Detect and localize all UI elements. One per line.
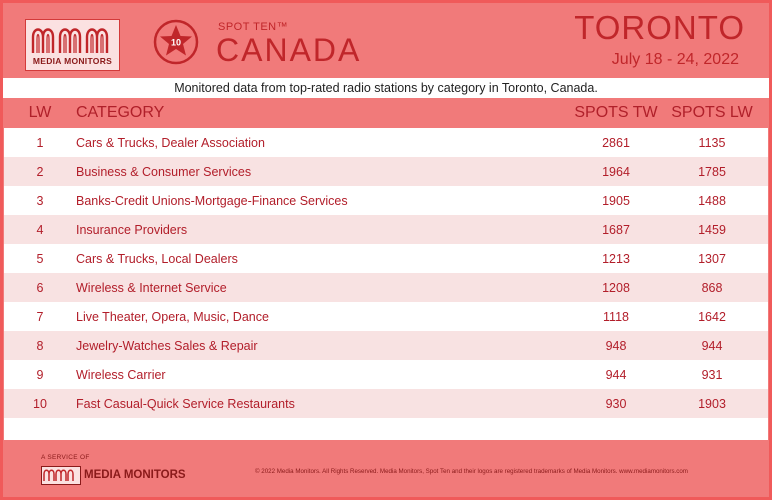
row-rank: 6 [36,280,44,295]
row-category: Business & Consumer Services [76,164,252,179]
logo-text: MEDIA MONITORS [32,56,113,66]
row-spots-tw: 944 [605,367,627,382]
subtitle: Monitored data from top-rated radio stat… [3,78,769,98]
row-spots-tw: 1208 [602,280,630,295]
spot-ten-badge-icon: 10 [153,19,199,65]
row-category: Wireless & Internet Service [76,280,227,295]
table-row: 10 Fast Casual-Quick Service Restaurants… [4,389,768,418]
badge-number: 10 [171,38,181,48]
row-rank: 7 [36,309,44,324]
row-spots-tw: 1905 [602,193,630,208]
spot-ten-label: SPOT TEN™ [218,21,289,33]
copyright-text: © 2022 Media Monitors. All Rights Reserv… [255,468,688,475]
table-row: 9 Wireless Carrier 944 931 [4,360,768,389]
row-spots-tw: 1213 [602,251,630,266]
row-rank: 8 [36,338,44,353]
footer-waveform-icon [43,469,74,481]
row-category: Insurance Providers [76,222,188,237]
media-monitors-logo: MEDIA MONITORS [25,19,120,71]
row-spots-lw: 931 [701,367,723,382]
row-category: Live Theater, Opera, Music, Dance [76,309,269,324]
row-category: Jewelry-Watches Sales & Repair [76,338,258,353]
country-title: CANADA [216,32,362,68]
table-row: 2 Business & Consumer Services 1964 1785 [4,157,768,186]
service-of-label: A SERVICE OF [41,454,90,461]
col-header-spots-tw: SPOTS TW [574,104,658,121]
table-row: 1 Cars & Trucks, Dealer Association 2861… [4,128,768,157]
row-rank: 1 [36,135,44,150]
footer-logo [41,466,81,485]
waveform-icon [31,28,109,53]
rankings-table: LW CATEGORY SPOTS TW SPOTS LW 1 Cars & T… [4,98,768,418]
row-spots-tw: 1687 [602,222,630,237]
row-category: Cars & Trucks, Dealer Association [76,135,265,150]
row-spots-lw: 1488 [698,193,726,208]
row-rank: 9 [36,367,44,382]
table-header: LW CATEGORY SPOTS TW SPOTS LW [4,98,768,128]
city-title: TORONTO [574,9,745,46]
col-header-lw: LW [28,104,52,121]
row-spots-lw: 1642 [698,309,726,324]
row-category: Fast Casual-Quick Service Restaurants [76,396,295,411]
row-spots-tw: 930 [605,396,627,411]
footer-brand: MEDIA MONITORS [84,469,186,481]
row-spots-lw: 1785 [698,164,726,179]
table-row: 5 Cars & Trucks, Local Dealers 1213 1307 [4,244,768,273]
row-spots-lw: 1135 [698,135,726,150]
table-row: 7 Live Theater, Opera, Music, Dance 1118… [4,302,768,331]
date-range: July 18 - 24, 2022 [611,51,739,68]
row-rank: 3 [36,193,44,208]
row-spots-lw: 944 [701,338,723,353]
row-rank: 10 [33,396,47,411]
table-spacer [4,418,768,440]
row-rank: 2 [36,164,44,179]
row-rank: 4 [36,222,44,237]
table-row: 8 Jewelry-Watches Sales & Repair 948 944 [4,331,768,360]
row-spots-tw: 1118 [603,309,629,324]
row-spots-tw: 948 [605,338,627,353]
col-header-category: CATEGORY [76,104,165,121]
table-row: 6 Wireless & Internet Service 1208 868 [4,273,768,302]
row-category: Wireless Carrier [76,367,166,382]
col-header-spots-lw: SPOTS LW [671,104,753,121]
table-row: 3 Banks-Credit Unions-Mortgage-Finance S… [4,186,768,215]
row-rank: 5 [36,251,44,266]
row-spots-lw: 1307 [698,251,726,266]
row-spots-lw: 868 [701,280,723,295]
row-spots-tw: 2861 [602,135,630,150]
row-category: Cars & Trucks, Local Dealers [76,251,238,266]
row-category: Banks-Credit Unions-Mortgage-Finance Ser… [76,193,348,208]
row-spots-tw: 1964 [602,164,630,179]
row-spots-lw: 1903 [698,396,726,411]
row-spots-lw: 1459 [698,222,726,237]
table-row: 4 Insurance Providers 1687 1459 [4,215,768,244]
